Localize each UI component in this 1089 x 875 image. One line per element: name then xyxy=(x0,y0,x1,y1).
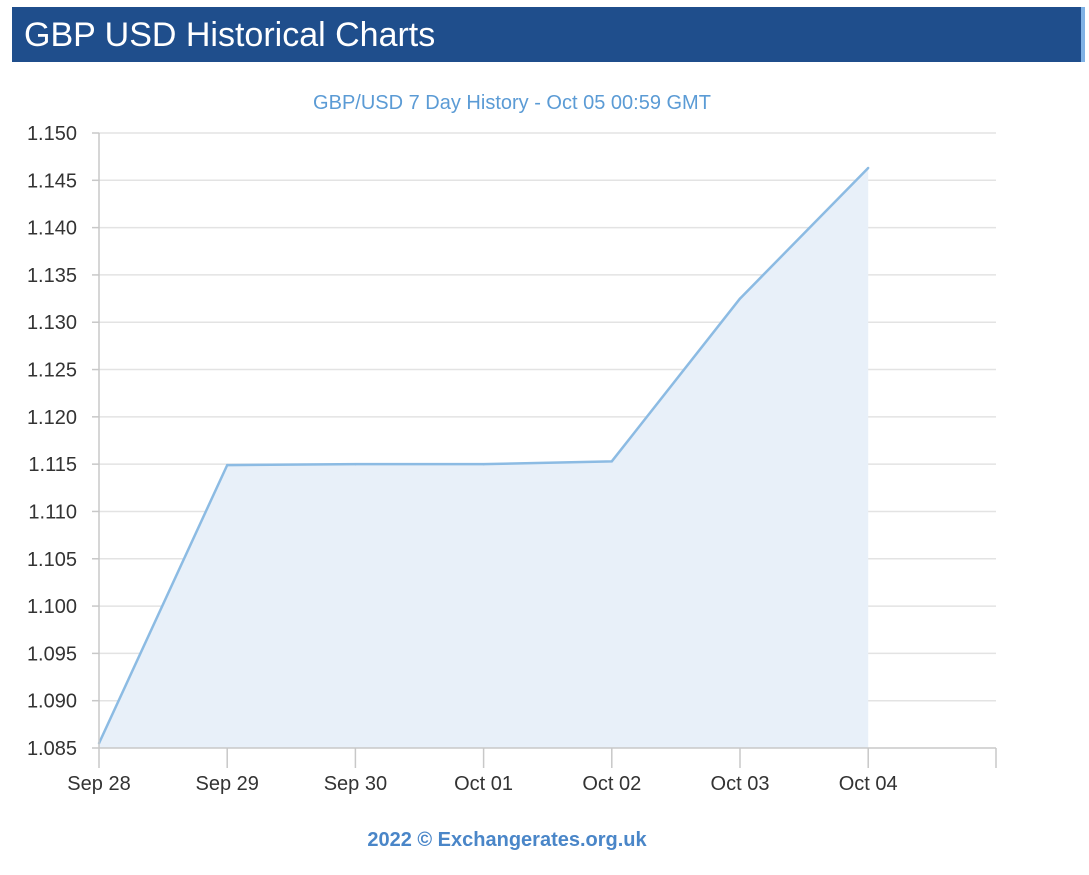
x-tick-label: Oct 04 xyxy=(839,773,898,795)
x-tick-label: Sep 29 xyxy=(196,773,259,795)
data-point xyxy=(226,463,229,467)
data-point xyxy=(610,460,613,463)
y-tick-label: 1.120 xyxy=(27,407,77,429)
x-tick-label: Sep 28 xyxy=(67,773,130,795)
area-fill xyxy=(99,168,869,748)
y-tick-label: 1.110 xyxy=(28,501,77,523)
data-point xyxy=(738,297,742,300)
area-series xyxy=(97,166,870,748)
page-header: GBP USD Historical Charts xyxy=(12,7,1085,62)
x-tick-label: Sep 30 xyxy=(324,773,387,795)
y-tick-label: 1.150 xyxy=(27,123,77,145)
chart-title: GBP/USD 7 Day History - Oct 05 00:59 GMT xyxy=(313,92,711,114)
y-axis-ticks: 1.085 1.090 1.095 1.100 1.105 1.110 1.115 1.120… xyxy=(27,123,99,760)
chart-container: GBP/USD 7 Day History - Oct 05 00:59 GMT… xyxy=(0,70,1089,870)
y-tick-label: 1.105 xyxy=(27,549,77,571)
y-tick-label: 1.100 xyxy=(27,596,77,618)
y-tick-label: 1.140 xyxy=(27,218,77,240)
page-title: GBP USD Historical Charts xyxy=(24,16,436,54)
y-tick-label: 1.090 xyxy=(27,691,77,713)
axes xyxy=(98,133,996,749)
x-tick-label: Oct 02 xyxy=(582,773,641,795)
y-tick-label: 1.145 xyxy=(27,170,77,192)
x-tick-label: Oct 03 xyxy=(711,773,770,795)
gbp-usd-chart: GBP/USD 7 Day History - Oct 05 00:59 GMT… xyxy=(27,92,997,851)
y-tick-label: 1.085 xyxy=(27,738,77,760)
y-tick-label: 1.125 xyxy=(27,360,77,382)
y-tick-label: 1.130 xyxy=(27,312,77,334)
x-tick-label: Oct 01 xyxy=(454,773,513,795)
data-point xyxy=(354,462,357,466)
x-axis-ticks: Sep 28 Sep 29 Sep 30 Oct 01 Oct 02 Oct 03 Oct … xyxy=(67,748,997,795)
data-point xyxy=(482,462,485,466)
y-tick-label: 1.115 xyxy=(28,454,77,476)
y-tick-label: 1.135 xyxy=(27,265,77,287)
chart-credit[interactable]: 2022 © Exchangerates.org.uk xyxy=(367,829,647,851)
y-tick-label: 1.095 xyxy=(27,643,77,665)
data-point xyxy=(867,166,870,170)
